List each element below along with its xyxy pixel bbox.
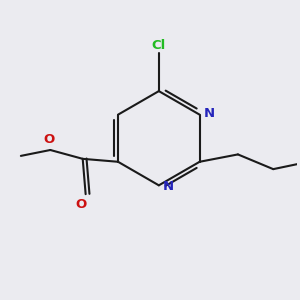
Text: N: N (203, 107, 214, 120)
Text: N: N (163, 180, 174, 193)
Text: Cl: Cl (152, 39, 166, 52)
Text: O: O (76, 198, 87, 211)
Text: O: O (43, 133, 55, 146)
